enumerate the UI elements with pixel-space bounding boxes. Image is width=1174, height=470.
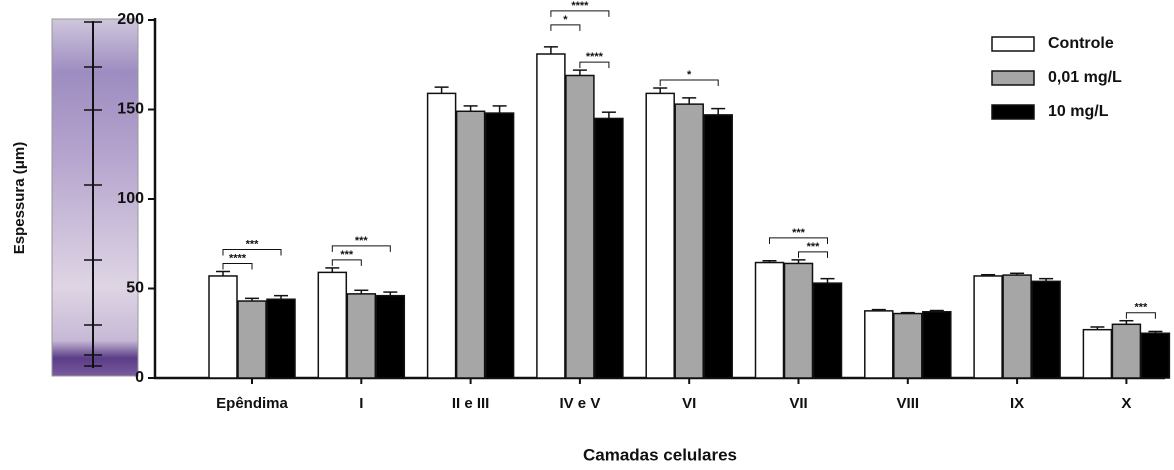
- y-tick-label: 50: [126, 280, 144, 297]
- bar: [1112, 324, 1140, 378]
- legend-swatch: [992, 71, 1034, 85]
- significance-label: ****: [586, 51, 604, 63]
- bar: [646, 93, 674, 378]
- significance-label: *: [563, 14, 568, 26]
- bar: [537, 54, 565, 378]
- y-tick-label: 100: [117, 190, 144, 207]
- legend-label: 0,01 mg/L: [1048, 69, 1122, 86]
- bar: [814, 283, 842, 378]
- bar: [1141, 333, 1169, 378]
- significance-label: ***: [340, 249, 354, 261]
- bar: [267, 299, 295, 378]
- x-tick-label: IX: [1010, 395, 1024, 412]
- x-tick-label: VIII: [897, 395, 920, 412]
- bar: [974, 276, 1002, 378]
- x-tick-label: IV e V: [559, 395, 600, 412]
- bar: [1083, 330, 1111, 378]
- legend-swatch: [992, 37, 1034, 51]
- bar: [486, 113, 514, 378]
- bar: [428, 93, 456, 378]
- bar: [238, 301, 266, 378]
- x-axis-label: Camadas celulares: [583, 445, 737, 464]
- legend-swatch: [992, 105, 1034, 119]
- bar: [347, 294, 375, 378]
- significance-label: ***: [807, 241, 821, 253]
- bar: [376, 296, 404, 378]
- y-tick-label: 200: [117, 11, 144, 28]
- bar: [1032, 281, 1060, 378]
- y-tick-label: 150: [117, 101, 144, 118]
- x-tick-label: X: [1121, 395, 1131, 412]
- x-tick-label: I: [359, 395, 363, 412]
- significance-label: ***: [1134, 302, 1148, 314]
- bar: [923, 312, 951, 378]
- y-axis-label: Espessura (μm): [11, 142, 28, 255]
- significance-label: ****: [571, 0, 589, 12]
- bar: [865, 311, 893, 378]
- significance-label: ***: [246, 238, 260, 250]
- bar: [675, 104, 703, 378]
- x-tick-label: Epêndima: [216, 395, 288, 412]
- bar: [704, 115, 732, 378]
- x-tick-label: VI: [682, 395, 696, 412]
- bar: [894, 314, 922, 378]
- legend-label: 10 mg/L: [1048, 103, 1109, 120]
- significance-label: *: [687, 69, 692, 81]
- y-tick-label: 0: [135, 369, 144, 386]
- bar: [457, 111, 485, 378]
- bar: [1003, 275, 1031, 378]
- significance-label: ****: [229, 252, 247, 264]
- chart: Espessura (μm) Camadas celulares 0 50 100 1…: [0, 0, 1174, 470]
- bar: [209, 276, 237, 378]
- bar: [318, 272, 346, 378]
- bar: [756, 263, 784, 378]
- x-tick-label: II e III: [452, 395, 490, 412]
- legend-label: Controle: [1048, 35, 1114, 52]
- significance-label: ***: [792, 227, 806, 239]
- bar: [595, 118, 623, 378]
- x-tick-label: VII: [789, 395, 807, 412]
- bar: [566, 75, 594, 378]
- bar: [785, 263, 813, 378]
- significance-label: ***: [355, 235, 369, 247]
